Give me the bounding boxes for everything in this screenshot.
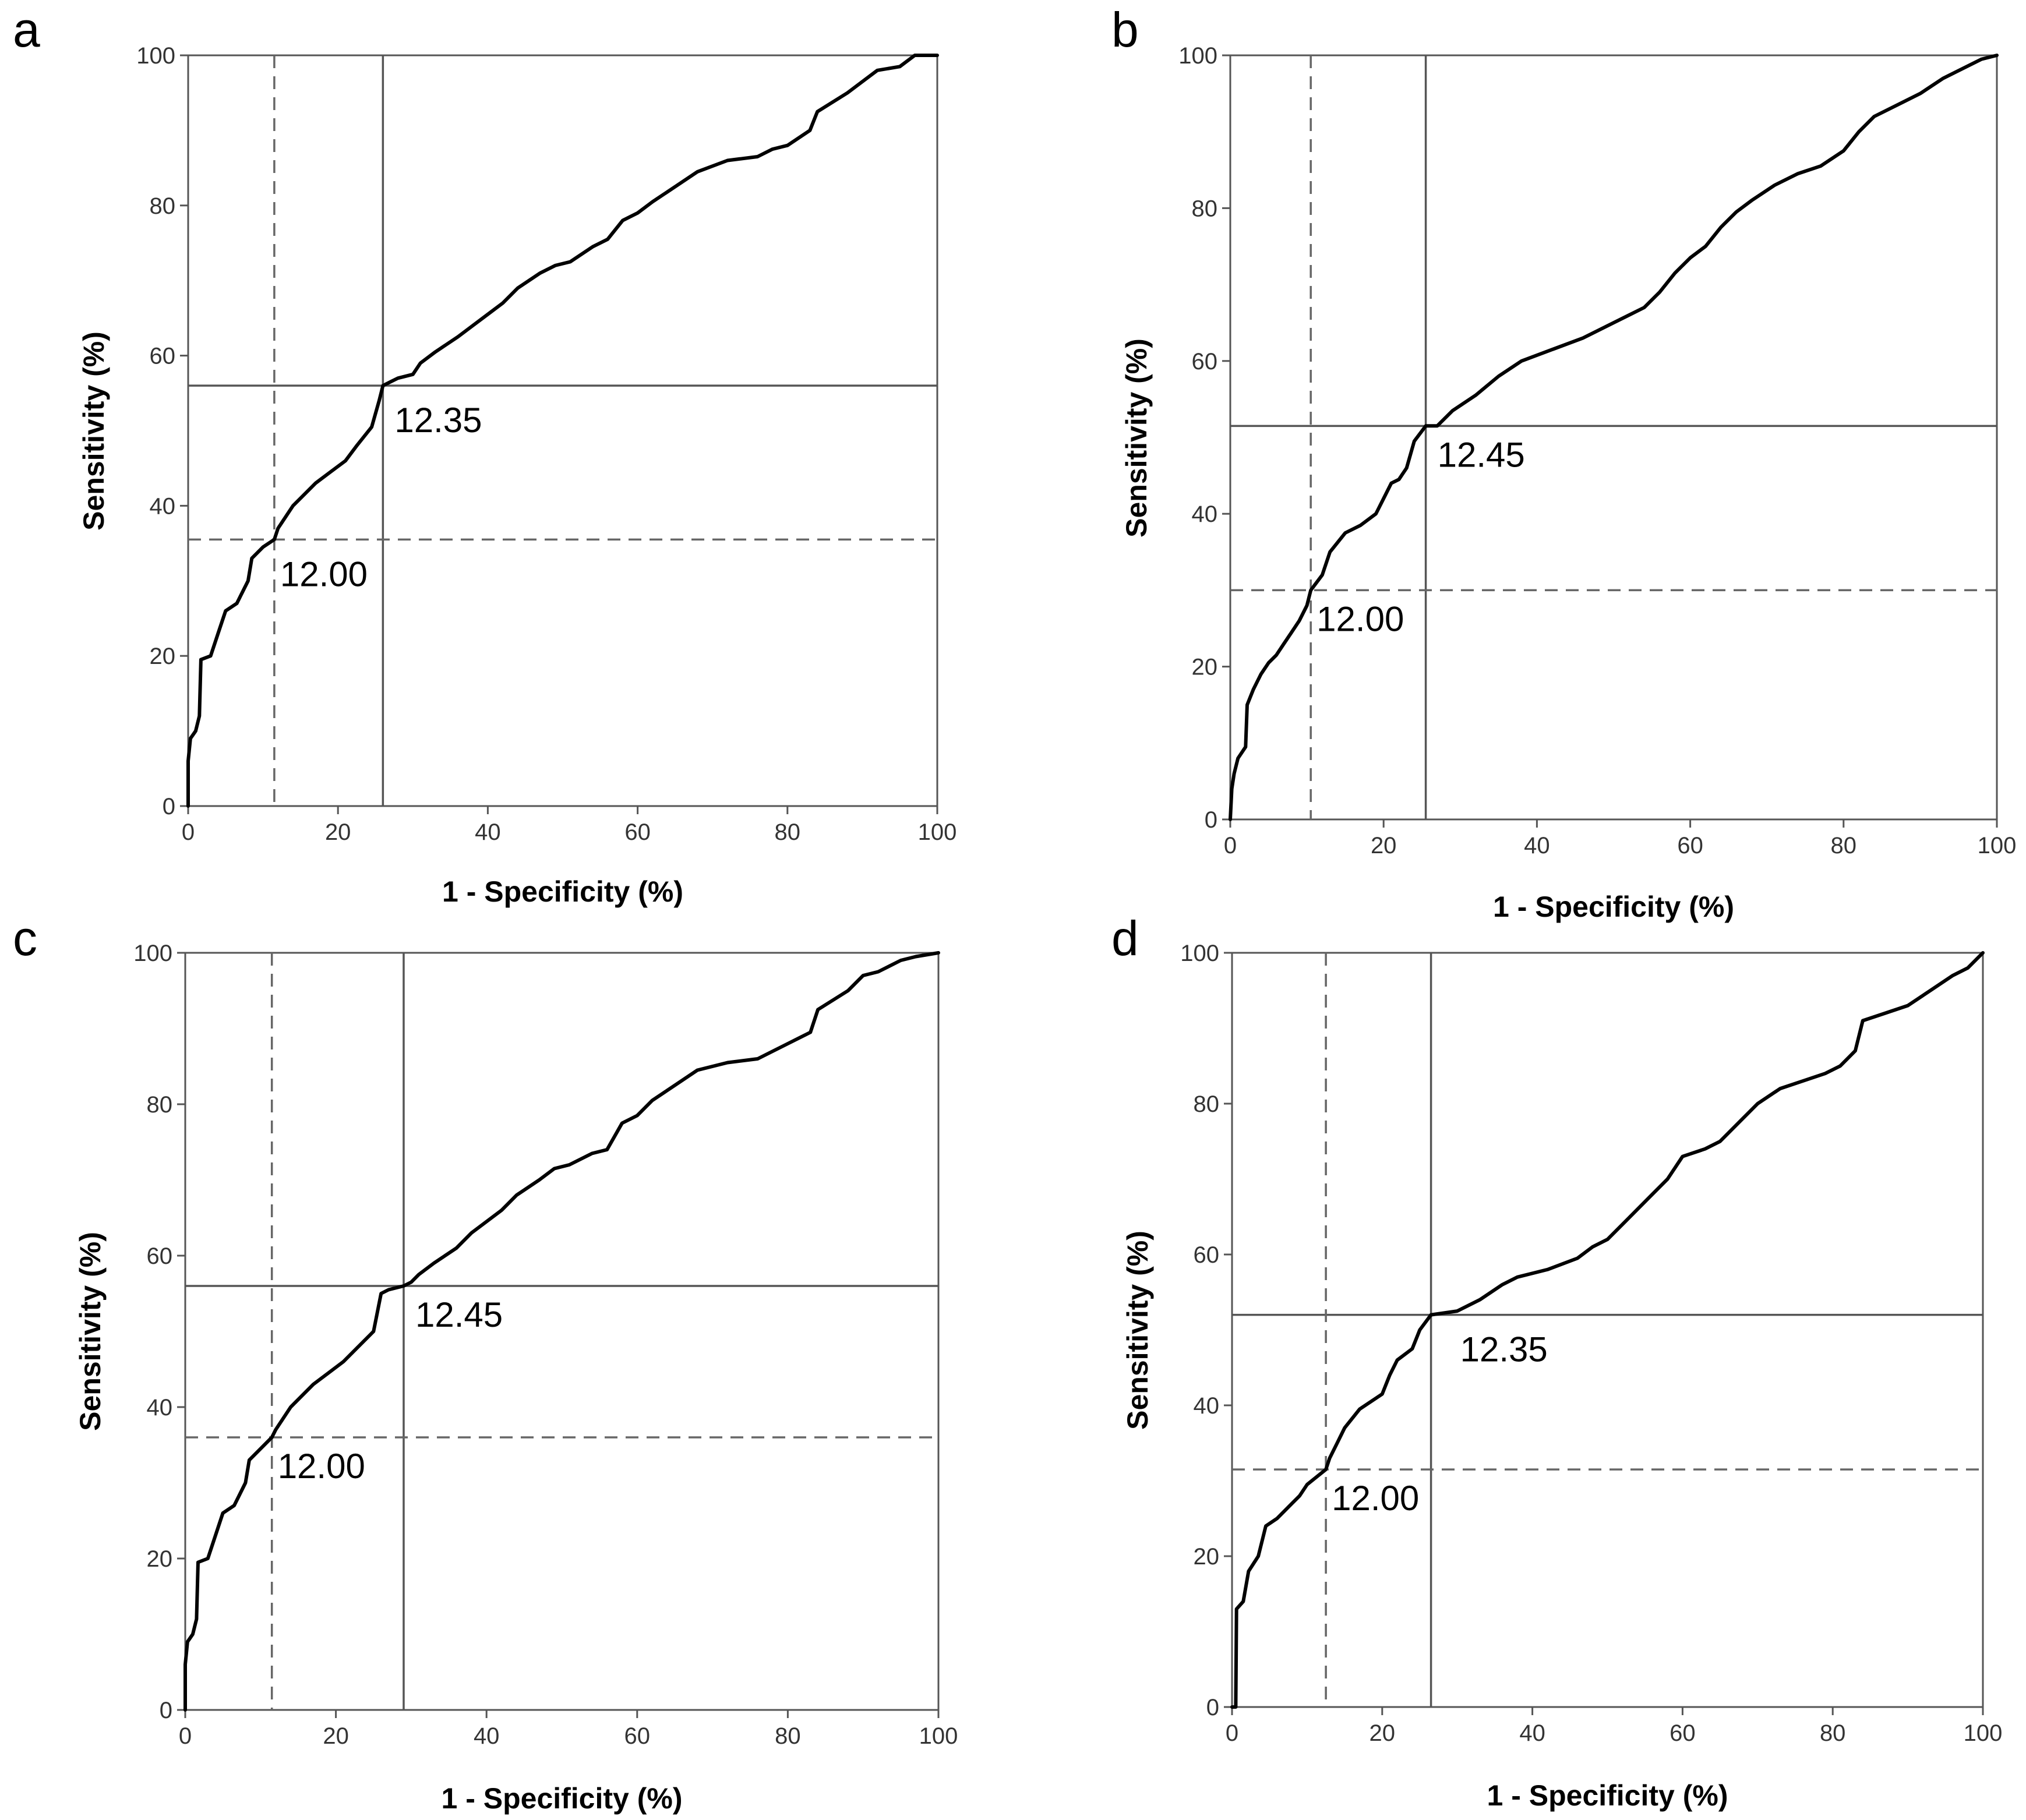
- y-tick-label: 20: [150, 644, 176, 669]
- x-tick-label: 60: [624, 819, 651, 845]
- cutoff-label: 12.45: [1438, 435, 1525, 474]
- panel-b: 0 20 40 60 80 100 0 20 40 60 80 100 12.45 12.00 1 - Sp…: [1111, 2, 2016, 923]
- x-tick-label: 100: [1964, 1720, 2003, 1746]
- y-tick-label: 20: [1194, 1544, 1220, 1570]
- y-tick-label: 100: [1178, 43, 1217, 69]
- x-tick-label: 80: [775, 1723, 801, 1749]
- x-tick-label: 100: [1978, 833, 2017, 858]
- panel-c: 0 20 40 60 80 100 0 20 40 60 80 100 12.45 12.00 1 - Sp…: [13, 911, 958, 1815]
- y-tick-label: 20: [1192, 655, 1218, 680]
- x-tick-label: 40: [1524, 833, 1550, 858]
- x-tick-label: 80: [1820, 1720, 1846, 1746]
- x-axis-title: 1 - Specificity (%): [1487, 1779, 1728, 1812]
- y-tick-label: 100: [133, 941, 172, 966]
- x-tick-label: 80: [775, 819, 801, 845]
- cutoff-label: 12.00: [1332, 1479, 1419, 1518]
- roc-curve: [183, 951, 940, 1712]
- roc-curve: [1230, 951, 1985, 1709]
- cutoff-label: 12.00: [278, 1447, 365, 1486]
- panel-d: 0 20 40 60 80 100 0 20 40 60 80 100 12.35 12.00 1 - Sp…: [1111, 911, 2002, 1812]
- cutoff-label: 12.00: [280, 554, 368, 593]
- panel-letter: d: [1111, 911, 1139, 966]
- y-tick-label: 80: [150, 193, 176, 219]
- x-tick-label: 60: [1669, 1720, 1696, 1746]
- x-tick-label: 20: [1370, 1720, 1396, 1746]
- y-tick-label: 0: [1206, 1695, 1219, 1720]
- y-tick-label: 0: [1205, 807, 1217, 833]
- y-tick-label: 0: [163, 794, 175, 819]
- y-tick-label: 40: [147, 1395, 173, 1420]
- x-tick-label: 40: [474, 1723, 500, 1749]
- panel-a: 0 20 40 60 80 100 0 20 40 60 80 100 12.35 12.00 1 - Sp…: [13, 2, 956, 908]
- y-tick-label: 80: [1194, 1091, 1220, 1117]
- panels-container: 0 20 40 60 80 100 0 20 40 60 80 100 12.35 12.00 1 - Sp…: [13, 2, 2016, 1815]
- y-axis-title: Sensitivity (%): [1121, 1231, 1154, 1430]
- x-tick-label: 20: [325, 819, 351, 845]
- plot-frame: [184, 952, 940, 1711]
- y-axis-title: Sensitivity (%): [74, 1232, 107, 1431]
- y-tick-label: 100: [136, 43, 175, 69]
- x-axis-title: 1 - Specificity (%): [442, 1782, 683, 1815]
- x-tick-label: 20: [1371, 833, 1397, 858]
- y-tick-label: 20: [147, 1546, 173, 1572]
- cutoff-label: 12.35: [394, 401, 482, 440]
- x-tick-label: 100: [919, 1723, 958, 1749]
- y-tick-label: 60: [1194, 1242, 1220, 1268]
- y-tick-label: 40: [1194, 1393, 1220, 1419]
- roc-curve: [1229, 54, 1999, 821]
- y-axis-title: Sensitivity (%): [77, 331, 110, 531]
- x-tick-label: 0: [1224, 833, 1237, 858]
- x-tick-label: 0: [1226, 1720, 1238, 1746]
- cutoff-label: 12.45: [415, 1295, 503, 1334]
- y-tick-label: 80: [1192, 196, 1218, 221]
- x-tick-label: 0: [179, 1723, 192, 1749]
- x-tick-label: 20: [323, 1723, 349, 1749]
- panel-letter: a: [13, 2, 40, 57]
- x-tick-label: 40: [475, 819, 501, 845]
- plot-frame: [1229, 54, 1998, 821]
- x-tick-label: 60: [624, 1723, 651, 1749]
- plot-frame: [187, 54, 938, 807]
- y-tick-label: 40: [1192, 501, 1218, 527]
- cutoff-label: 12.00: [1316, 599, 1404, 638]
- cutoff-label: 12.35: [1460, 1330, 1548, 1369]
- x-tick-label: 80: [1831, 833, 1857, 858]
- y-tick-label: 0: [160, 1698, 172, 1723]
- x-tick-label: 0: [182, 819, 195, 845]
- x-tick-label: 40: [1519, 1720, 1545, 1746]
- panel-letter: c: [13, 911, 37, 966]
- y-tick-label: 40: [150, 493, 176, 519]
- y-tick-label: 60: [150, 344, 176, 369]
- x-tick-label: 60: [1677, 833, 1703, 858]
- y-tick-label: 60: [1192, 349, 1218, 374]
- y-tick-label: 60: [147, 1243, 173, 1269]
- panel-letter: b: [1111, 2, 1139, 57]
- y-axis-title: Sensitivity (%): [1120, 338, 1153, 538]
- x-tick-label: 100: [918, 819, 957, 845]
- plot-frame: [1231, 952, 1984, 1708]
- y-tick-label: 100: [1180, 941, 1219, 966]
- roc-curve: [186, 54, 939, 808]
- y-tick-label: 80: [147, 1092, 173, 1118]
- x-axis-title: 1 - Specificity (%): [1493, 890, 1734, 923]
- x-axis-title: 1 - Specificity (%): [442, 875, 683, 908]
